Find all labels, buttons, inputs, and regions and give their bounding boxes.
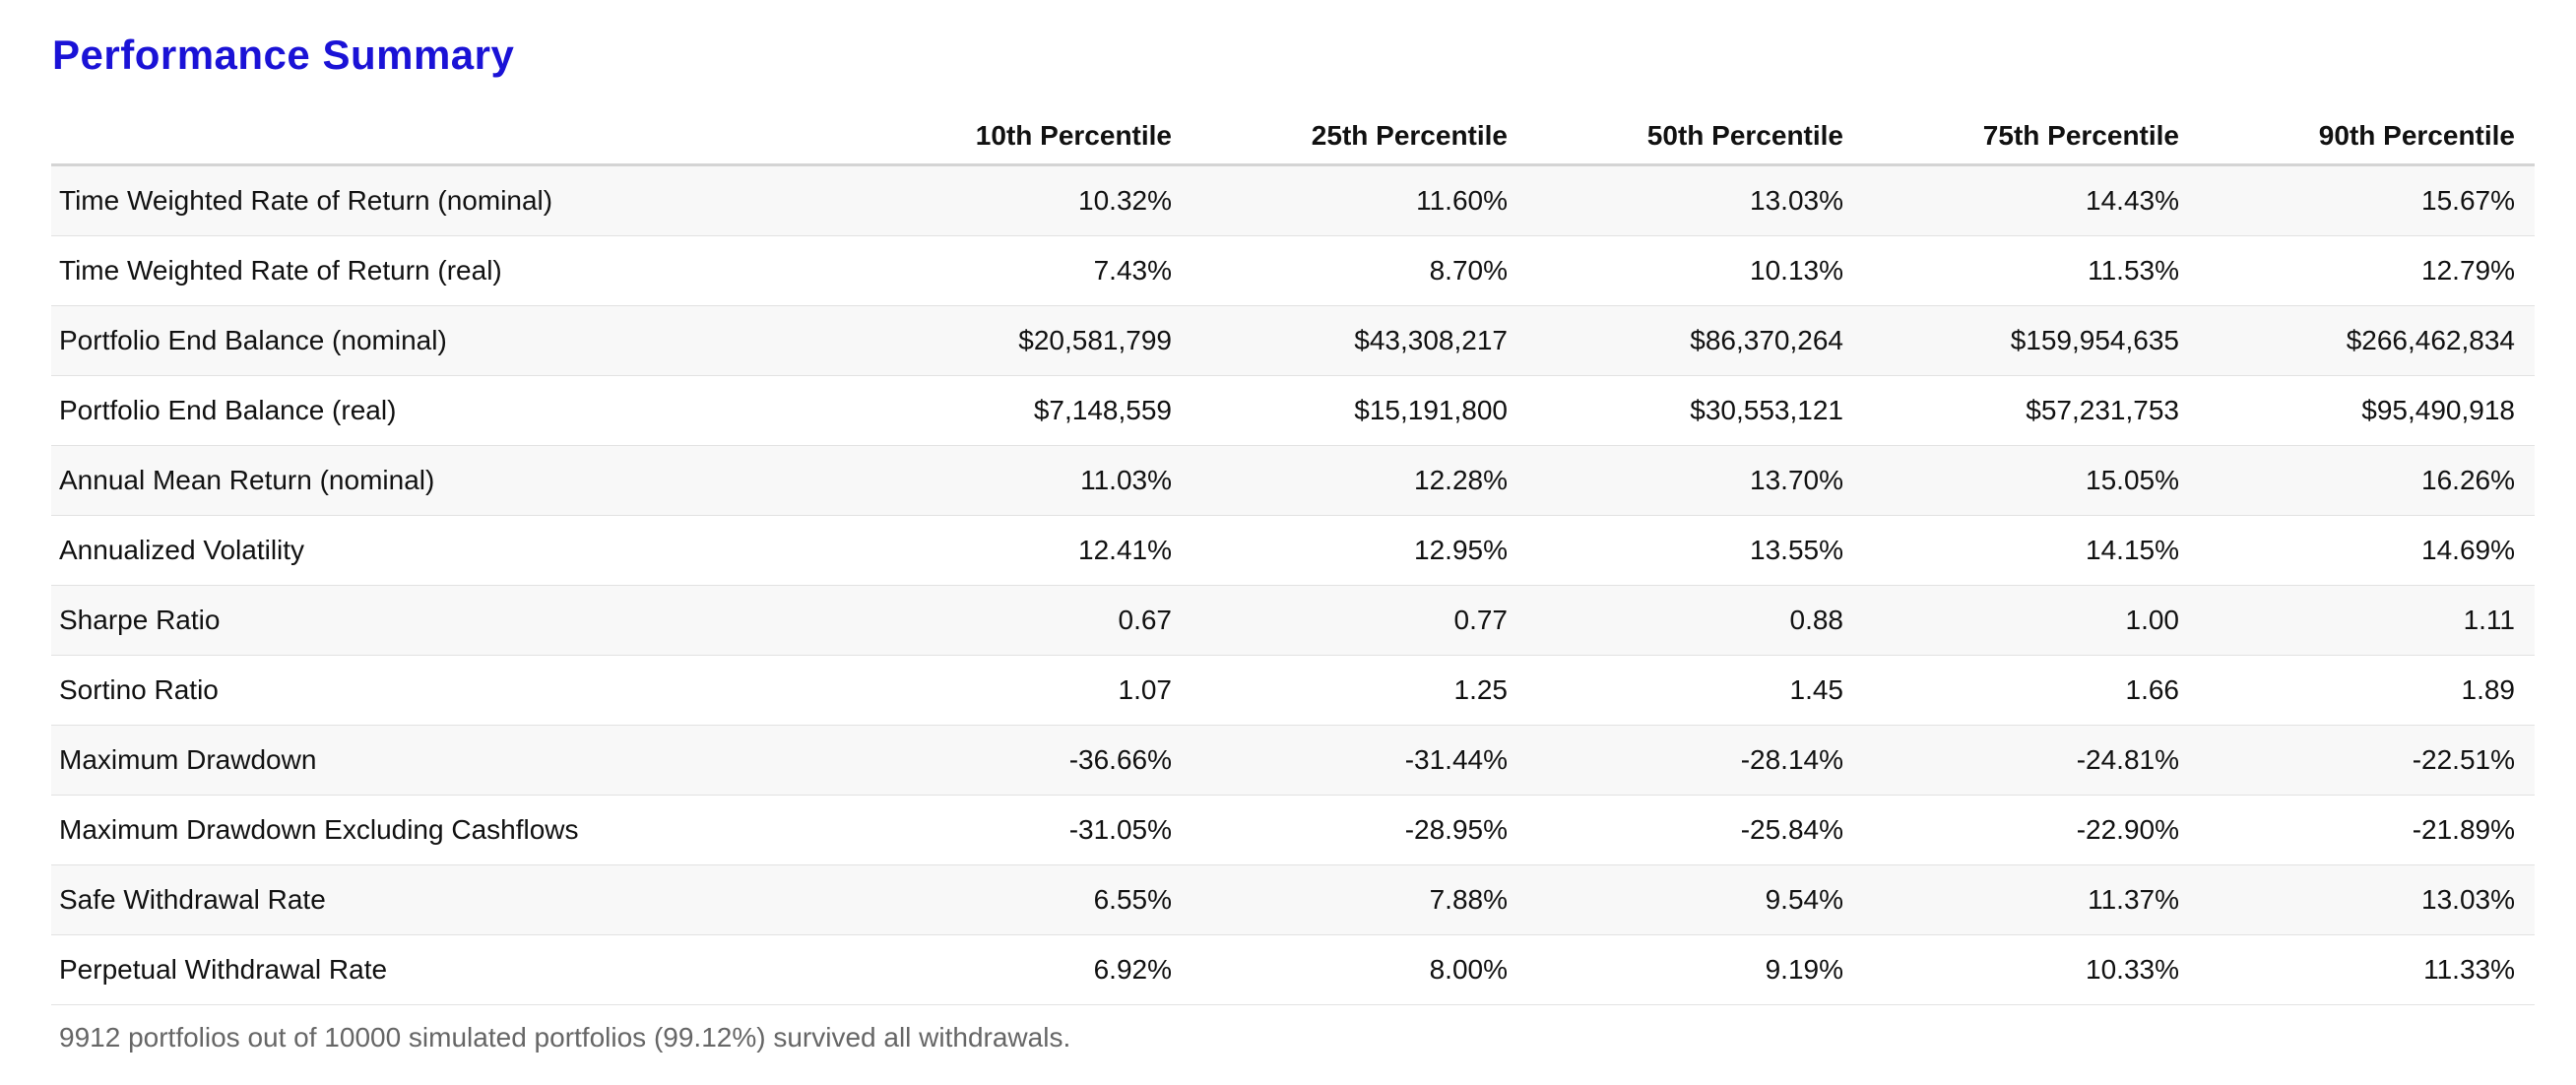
cell: 12.79% bbox=[2199, 235, 2535, 306]
cell: 12.41% bbox=[856, 515, 1191, 586]
table-row: Maximum Drawdown -36.66% -31.44% -28.14% -24… bbox=[51, 725, 2535, 796]
cell: 8.00% bbox=[1191, 934, 1527, 1005]
header-row: 10th Percentile 25th Percentile 50th Perce… bbox=[51, 108, 2535, 166]
cell: 6.55% bbox=[856, 864, 1191, 935]
row-label: Safe Withdrawal Rate bbox=[51, 864, 856, 935]
row-label: Portfolio End Balance (nominal) bbox=[51, 305, 856, 376]
column-header: 50th Percentile bbox=[1527, 108, 1863, 166]
cell: 10.13% bbox=[1527, 235, 1863, 306]
cell: 1.45 bbox=[1527, 655, 1863, 726]
cell: -24.81% bbox=[1863, 725, 2199, 796]
row-label: Annualized Volatility bbox=[51, 515, 856, 586]
row-label: Annual Mean Return (nominal) bbox=[51, 445, 856, 516]
table-row: Perpetual Withdrawal Rate 6.92% 8.00% 9.19%… bbox=[51, 934, 2535, 1005]
cell: 1.89 bbox=[2199, 655, 2535, 726]
row-label: Maximum Drawdown bbox=[51, 725, 856, 796]
cell: $30,553,121 bbox=[1527, 375, 1863, 446]
cell: $15,191,800 bbox=[1191, 375, 1527, 446]
cell: 13.03% bbox=[2199, 864, 2535, 935]
cell: 13.55% bbox=[1527, 515, 1863, 586]
cell: -22.51% bbox=[2199, 725, 2535, 796]
column-header: 75th Percentile bbox=[1863, 108, 2199, 166]
cell: -22.90% bbox=[1863, 795, 2199, 865]
cell: -25.84% bbox=[1527, 795, 1863, 865]
column-header: 10th Percentile bbox=[856, 108, 1191, 166]
row-label: Time Weighted Rate of Return (real) bbox=[51, 235, 856, 306]
cell: 11.03% bbox=[856, 445, 1191, 516]
corner bbox=[51, 108, 856, 166]
table-body: Time Weighted Rate of Return (nominal) 10… bbox=[51, 164, 2535, 1005]
cell: 15.05% bbox=[1863, 445, 2199, 516]
cell: $43,308,217 bbox=[1191, 305, 1527, 376]
cell: 6.92% bbox=[856, 934, 1191, 1005]
cell: $57,231,753 bbox=[1863, 375, 2199, 446]
column-header: 90th Percentile bbox=[2199, 108, 2535, 166]
table-row: Time Weighted Rate of Return (nominal) 10… bbox=[51, 164, 2535, 236]
cell: 8.70% bbox=[1191, 235, 1527, 306]
table-row: Sortino Ratio 1.07 1.25 1.45 1.66 1.89 bbox=[51, 655, 2535, 726]
cell: 7.88% bbox=[1191, 864, 1527, 935]
row-label: Portfolio End Balance (real) bbox=[51, 375, 856, 446]
cell: 1.66 bbox=[1863, 655, 2199, 726]
table-head: 10th Percentile 25th Percentile 50th Perce… bbox=[51, 108, 2535, 166]
table-row: Annualized Volatility 12.41% 12.95% 13.55% 1… bbox=[51, 515, 2535, 586]
cell: 10.33% bbox=[1863, 934, 2199, 1005]
cell: 1.07 bbox=[856, 655, 1191, 726]
footnote: 9912 portfolios out of 10000 simulated p… bbox=[59, 1022, 1071, 1053]
cell: 0.88 bbox=[1527, 585, 1863, 656]
cell: 1.11 bbox=[2199, 585, 2535, 656]
table-row: Time Weighted Rate of Return (real) 7.43%… bbox=[51, 235, 2535, 306]
cell: $266,462,834 bbox=[2199, 305, 2535, 376]
cell: 1.25 bbox=[1191, 655, 1527, 726]
title: Performance Summary bbox=[52, 32, 515, 78]
cell: 14.43% bbox=[1863, 164, 2199, 236]
cell: 11.53% bbox=[1863, 235, 2199, 306]
cell: $86,370,264 bbox=[1527, 305, 1863, 376]
table-row: Safe Withdrawal Rate 6.55% 7.88% 9.54% 11.37… bbox=[51, 864, 2535, 935]
row-label: Maximum Drawdown Excluding Cashflows bbox=[51, 795, 856, 865]
cell: -36.66% bbox=[856, 725, 1191, 796]
cell: -21.89% bbox=[2199, 795, 2535, 865]
cell: -28.14% bbox=[1527, 725, 1863, 796]
column-header: 25th Percentile bbox=[1191, 108, 1527, 166]
cell: -31.44% bbox=[1191, 725, 1527, 796]
cell: 14.15% bbox=[1863, 515, 2199, 586]
cell: 0.77 bbox=[1191, 585, 1527, 656]
table-row: Maximum Drawdown Excluding Cashflows -31.… bbox=[51, 795, 2535, 865]
row-label: Time Weighted Rate of Return (nominal) bbox=[51, 164, 856, 236]
row-label: Sortino Ratio bbox=[51, 655, 856, 726]
table-row: Annual Mean Return (nominal) 11.03% 12.28%… bbox=[51, 445, 2535, 516]
table-row: Sharpe Ratio 0.67 0.77 0.88 1.00 1.11 bbox=[51, 585, 2535, 656]
cell: 12.95% bbox=[1191, 515, 1527, 586]
table-row: Portfolio End Balance (nominal) $20,581,7… bbox=[51, 305, 2535, 376]
summary-table: 10th Percentile 25th Percentile 50th Perce… bbox=[51, 108, 2535, 1005]
cell: $159,954,635 bbox=[1863, 305, 2199, 376]
cell: 16.26% bbox=[2199, 445, 2535, 516]
cell: 13.70% bbox=[1527, 445, 1863, 516]
row-label: Sharpe Ratio bbox=[51, 585, 856, 656]
cell: 11.33% bbox=[2199, 934, 2535, 1005]
cell: 11.60% bbox=[1191, 164, 1527, 236]
cell: 12.28% bbox=[1191, 445, 1527, 516]
row-label: Perpetual Withdrawal Rate bbox=[51, 934, 856, 1005]
cell: 14.69% bbox=[2199, 515, 2535, 586]
cell: 13.03% bbox=[1527, 164, 1863, 236]
cell: 1.00 bbox=[1863, 585, 2199, 656]
cell: 0.67 bbox=[856, 585, 1191, 656]
cell: 7.43% bbox=[856, 235, 1191, 306]
cell: $20,581,799 bbox=[856, 305, 1191, 376]
cell: 9.54% bbox=[1527, 864, 1863, 935]
cell: 11.37% bbox=[1863, 864, 2199, 935]
cell: $7,148,559 bbox=[856, 375, 1191, 446]
cell: 9.19% bbox=[1527, 934, 1863, 1005]
table-row: Portfolio End Balance (real) $7,148,559 $1… bbox=[51, 375, 2535, 446]
cell: 15.67% bbox=[2199, 164, 2535, 236]
cell: 10.32% bbox=[856, 164, 1191, 236]
cell: -28.95% bbox=[1191, 795, 1527, 865]
cell: $95,490,918 bbox=[2199, 375, 2535, 446]
cell: -31.05% bbox=[856, 795, 1191, 865]
